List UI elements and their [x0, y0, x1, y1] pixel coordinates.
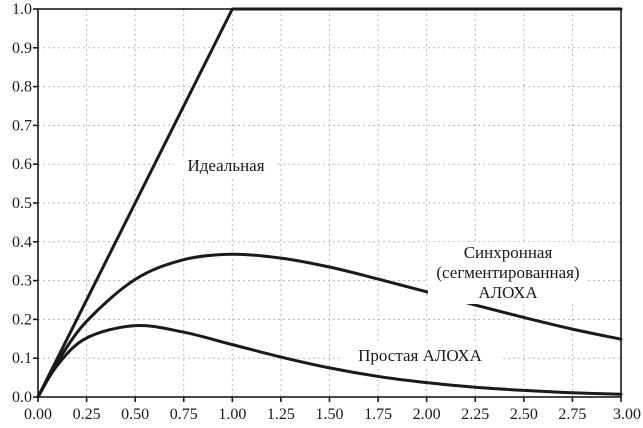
x-tick-label: 0.00 [24, 406, 52, 423]
x-tick-label: 1.00 [218, 406, 246, 423]
y-tick-label: 0.1 [12, 350, 32, 367]
label-synchronous: Синхронная (сегментированная) АЛОХА [428, 242, 588, 304]
series-line-pure-aloha [36, 323, 623, 399]
label-pure-aloha: Простая АЛОХА [340, 344, 500, 366]
series-line-synchronous-aloha [36, 252, 623, 399]
y-tick-label: 0.8 [12, 79, 32, 96]
x-tick-label: 1.75 [364, 406, 392, 423]
y-tick-label: 0.7 [12, 117, 32, 134]
x-tick-label: 3.00 [613, 406, 641, 423]
curve-labels: Идеальная Синхронная (сегментированная) … [174, 156, 588, 366]
x-tick-label: 2.25 [461, 406, 489, 423]
label-ideal-text: Идеальная [187, 156, 264, 175]
x-tick-label: 1.50 [316, 406, 344, 423]
tick-labels: 0.00 0.25 0.50 0.75 1.00 1.25 1.50 1.75 2.00 2.25… [12, 1, 641, 423]
y-tick-label: 1.0 [12, 1, 32, 18]
axes [33, 8, 622, 402]
y-tick-label: 0.5 [12, 195, 32, 212]
label-pure-aloha-text: Простая АЛОХА [358, 346, 483, 365]
label-synchronous-line-1: Синхронная [464, 243, 553, 262]
x-tick-label: 1.25 [267, 406, 295, 423]
y-tick-label: 0.6 [12, 156, 32, 173]
label-synchronous-line-3: АЛОХА [478, 283, 538, 302]
y-tick-label: 0.9 [12, 40, 32, 57]
grid [38, 9, 621, 397]
x-tick-label: 2.00 [413, 406, 441, 423]
y-tick-label: 0.3 [12, 273, 32, 290]
label-ideal: Идеальная [174, 156, 278, 176]
x-tick-label: 2.50 [510, 406, 538, 423]
y-tick-label: 0.0 [12, 389, 32, 406]
y-tick-label: 0.4 [12, 234, 32, 251]
y-tick-label: 0.2 [12, 311, 32, 328]
x-tick-label: 0.75 [170, 406, 198, 423]
label-synchronous-line-2: (сегментированная) [436, 263, 579, 282]
x-tick-label: 2.75 [558, 406, 586, 423]
x-tick-label: 0.25 [73, 406, 101, 423]
series-line-ideal [36, 7, 623, 399]
series-lines [36, 7, 623, 399]
x-tick-label: 0.50 [121, 406, 149, 423]
